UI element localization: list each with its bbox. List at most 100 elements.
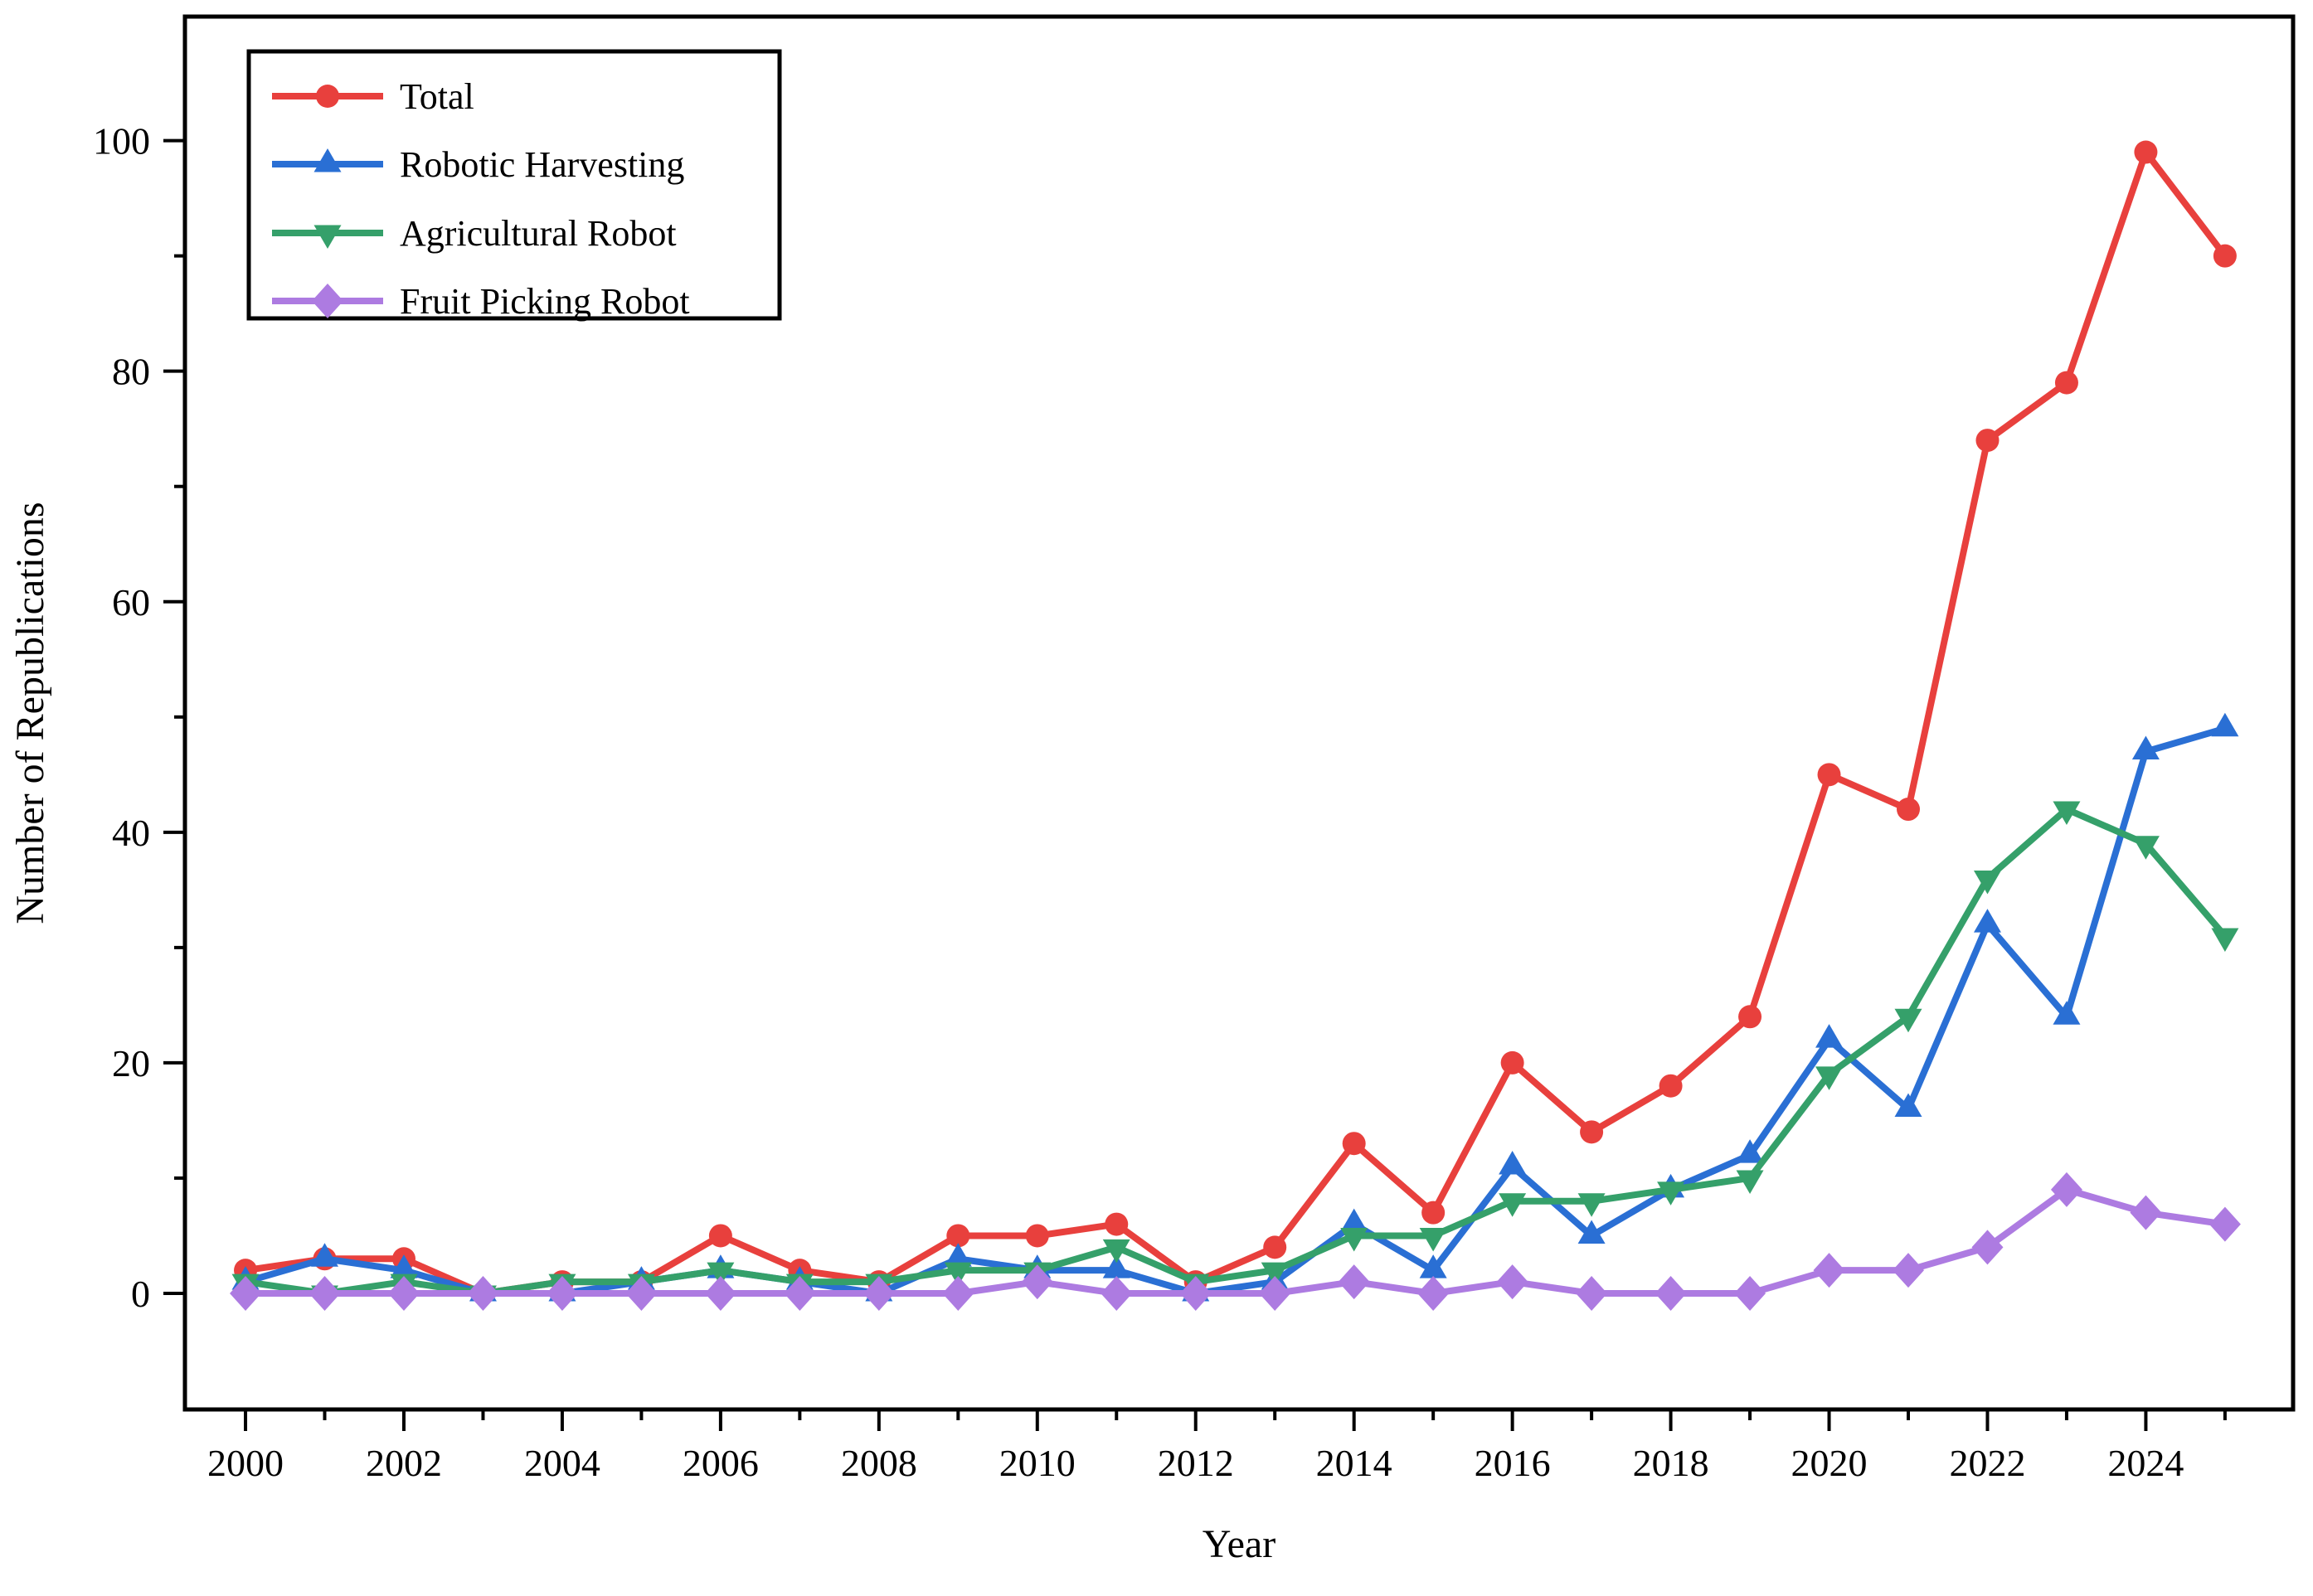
x-tick-label: 2012 xyxy=(1158,1442,1234,1484)
data-point-triangle-up xyxy=(390,1254,418,1278)
series-agricultural-robot xyxy=(231,801,2239,1309)
data-point-triangle-up xyxy=(2211,712,2239,737)
x-tick-label: 2002 xyxy=(366,1442,442,1484)
y-tick-label: 100 xyxy=(93,120,150,163)
data-point-triangle-down xyxy=(1261,1262,1289,1287)
data-point-diamond xyxy=(467,1275,499,1311)
data-point-diamond xyxy=(1417,1275,1450,1311)
data-point-triangle-down xyxy=(1577,1193,1606,1217)
data-point-triangle-down xyxy=(1419,1227,1447,1252)
data-point-circle xyxy=(1105,1212,1129,1236)
x-tick-label: 2000 xyxy=(207,1442,284,1484)
data-point-triangle-up xyxy=(1102,1254,1130,1278)
data-point-circle xyxy=(1500,1050,1524,1075)
y-tick-label: 40 xyxy=(112,812,150,854)
data-point-diamond xyxy=(784,1275,816,1311)
data-point-diamond xyxy=(1338,1264,1370,1300)
x-tick-label: 2024 xyxy=(2107,1442,2184,1484)
data-point-diamond xyxy=(546,1275,578,1311)
legend-sample-agricultural-robot xyxy=(272,225,383,249)
data-point-triangle-down xyxy=(1499,1193,1527,1217)
axis-ticks xyxy=(163,138,2227,1431)
data-point-circle xyxy=(1263,1235,1287,1259)
data-point-triangle-up xyxy=(1577,1220,1606,1244)
data-point-triangle-down xyxy=(313,225,342,249)
data-point-triangle-up xyxy=(1499,1151,1527,1175)
data-point-triangle-down xyxy=(2131,836,2160,860)
data-point-circle xyxy=(1421,1201,1446,1225)
data-point-triangle-up xyxy=(1340,1208,1368,1233)
data-point-triangle-down xyxy=(1657,1181,1685,1205)
plot-frame xyxy=(182,14,2296,1412)
y-tick-label: 80 xyxy=(112,351,150,393)
x-tick-labels: 2000 2002 2004 2006 2008 2010 2012 2014 2016 2018… xyxy=(207,1442,2184,1484)
data-point-diamond xyxy=(1496,1264,1528,1300)
x-tick-label: 2014 xyxy=(1316,1442,1392,1484)
data-point-diamond xyxy=(1813,1253,1845,1288)
data-point-diamond xyxy=(1655,1275,1687,1311)
data-point-diamond xyxy=(312,284,343,318)
legend-label-agricultural-robot: Agricultural Robot xyxy=(400,213,677,254)
legend: Total Robotic Harvesting Agricultural Ro… xyxy=(246,49,782,322)
data-point-diamond xyxy=(863,1275,895,1311)
data-point-triangle-down xyxy=(944,1262,972,1287)
data-point-diamond xyxy=(387,1275,420,1311)
data-point-diamond xyxy=(230,1275,262,1311)
data-point-circle xyxy=(2134,140,2158,164)
data-point-circle xyxy=(1817,763,1841,787)
data-point-triangle-down xyxy=(1340,1227,1368,1252)
series-line xyxy=(242,725,2228,1297)
data-point-diamond xyxy=(942,1275,974,1311)
data-point-triangle-up xyxy=(1815,1024,1844,1048)
data-point-circle xyxy=(2213,244,2237,268)
x-tick-label: 2008 xyxy=(841,1442,917,1484)
data-point-circle xyxy=(1659,1074,1683,1098)
data-point-circle xyxy=(1580,1120,1604,1144)
data-point-diamond xyxy=(1101,1275,1133,1311)
data-point-diamond xyxy=(625,1275,658,1311)
data-point-diamond xyxy=(1971,1230,2004,1265)
data-point-diamond xyxy=(1892,1253,1924,1288)
data-point-triangle-up xyxy=(2053,1001,2081,1025)
legend-sample-robotic-harvesting xyxy=(272,148,383,172)
y-tick-label: 0 xyxy=(131,1273,150,1315)
data-point-circle xyxy=(1738,1005,1762,1029)
data-point-diamond xyxy=(2209,1206,2241,1242)
data-point-triangle-down xyxy=(1815,1066,1844,1090)
data-point-triangle-up xyxy=(313,148,342,172)
series-robotic-harvesting xyxy=(231,712,2239,1302)
data-point-triangle-up xyxy=(944,1243,972,1267)
data-point-diamond xyxy=(1179,1275,1212,1311)
data-point-diamond xyxy=(1021,1264,1053,1300)
data-point-triangle-up xyxy=(1973,909,2001,933)
y-tick-labels: 0 20 40 60 80 100 xyxy=(93,120,150,1315)
data-point-circle xyxy=(2054,371,2078,395)
x-tick-label: 2018 xyxy=(1633,1442,1709,1484)
data-point-circle xyxy=(1896,798,1920,822)
data-point-triangle-down xyxy=(1973,870,2001,895)
data-point-diamond xyxy=(2130,1195,2162,1230)
data-point-circle xyxy=(1975,429,2000,453)
x-tick-label: 2022 xyxy=(1949,1442,2025,1484)
x-axis-label: Year xyxy=(1203,1522,1276,1566)
data-point-triangle-down xyxy=(2053,801,2081,826)
y-tick-label: 60 xyxy=(112,581,150,623)
data-point-diamond xyxy=(704,1275,736,1311)
data-point-diamond xyxy=(1259,1275,1291,1311)
data-point-triangle-up xyxy=(1894,1093,1922,1118)
x-tick-label: 2004 xyxy=(524,1442,600,1484)
legend-sample-total xyxy=(272,85,383,108)
data-point-triangle-down xyxy=(1102,1239,1130,1264)
data-point-triangle-down xyxy=(1894,1008,1922,1033)
data-point-circle xyxy=(708,1224,732,1248)
legend-sample-fruit-picking-robot xyxy=(272,284,383,318)
legend-label-robotic-harvesting: Robotic Harvesting xyxy=(400,144,684,185)
data-point-triangle-up xyxy=(1736,1139,1764,1163)
data-point-triangle-up xyxy=(2131,735,2160,760)
data-point-diamond xyxy=(1576,1275,1608,1311)
x-tick-label: 2016 xyxy=(1475,1442,1551,1484)
series-fruit-picking-robot xyxy=(230,1172,2241,1311)
data-point-diamond xyxy=(309,1275,341,1311)
